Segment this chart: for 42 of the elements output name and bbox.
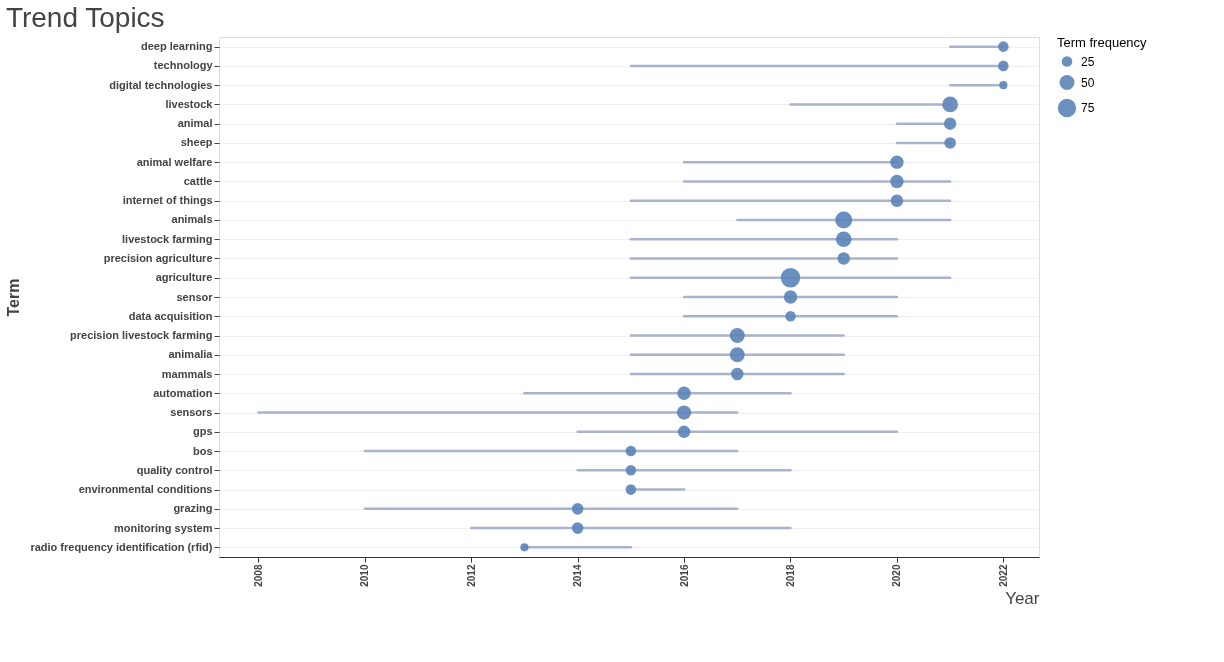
y-tick-label: deep learning xyxy=(140,40,213,53)
x-tick-label: 2012 xyxy=(465,564,477,587)
y-tick-label: animals xyxy=(171,213,213,226)
x-tick-label: 2010 xyxy=(359,564,371,587)
x-axis-title: Year xyxy=(1005,588,1040,608)
chart-title: Trend Topics xyxy=(5,2,165,33)
y-tick-label: bos xyxy=(192,444,213,457)
y-tick-label: livestock xyxy=(165,97,214,110)
legend-title: Term frequency xyxy=(1057,35,1148,50)
y-tick-label: livestock farming xyxy=(122,232,213,245)
y-tick-label: environmental conditions xyxy=(78,483,213,496)
y-tick-label: data acquisition xyxy=(128,309,213,322)
y-tick-label: sheep xyxy=(180,136,213,149)
y-tick-label: sensor xyxy=(176,290,214,303)
y-tick-label: quality control xyxy=(136,463,213,476)
y-tick-label: monitoring system xyxy=(114,521,213,534)
x-tick-label: 2016 xyxy=(678,564,690,587)
legend-label: 75 xyxy=(1081,101,1095,115)
y-tick-label: animal welfare xyxy=(136,155,213,168)
x-tick-label: 2020 xyxy=(891,564,903,587)
y-tick-label: radio frequency identification (rfid) xyxy=(30,540,213,553)
x-tick-label: 2022 xyxy=(997,564,1009,587)
y-tick-label: automation xyxy=(153,386,213,399)
x-tick-label: 2018 xyxy=(785,564,796,587)
y-tick-label: precision agriculture xyxy=(103,251,213,264)
y-tick-label: grazing xyxy=(173,502,213,515)
y-tick-label: animalia xyxy=(168,348,214,361)
x-tick-label: 2014 xyxy=(572,564,584,587)
y-tick-label: gps xyxy=(192,425,213,438)
y-tick-label: animal xyxy=(177,117,213,130)
y-tick-label: digital technologies xyxy=(109,78,213,91)
y-tick-label: sensors xyxy=(170,406,213,419)
y-tick-label: precision livestock farming xyxy=(70,329,213,342)
y-tick-label: technology xyxy=(153,59,214,72)
y-axis-title: Term xyxy=(5,278,23,317)
legend-label: 50 xyxy=(1081,75,1095,90)
y-tick-label: internet of things xyxy=(122,194,213,207)
y-tick-label: cattle xyxy=(183,174,213,187)
legend-label: 25 xyxy=(1081,54,1095,69)
y-tick-label: agriculture xyxy=(155,271,213,284)
y-tick-label: mammals xyxy=(161,367,213,380)
x-tick-label: 2008 xyxy=(252,564,264,587)
